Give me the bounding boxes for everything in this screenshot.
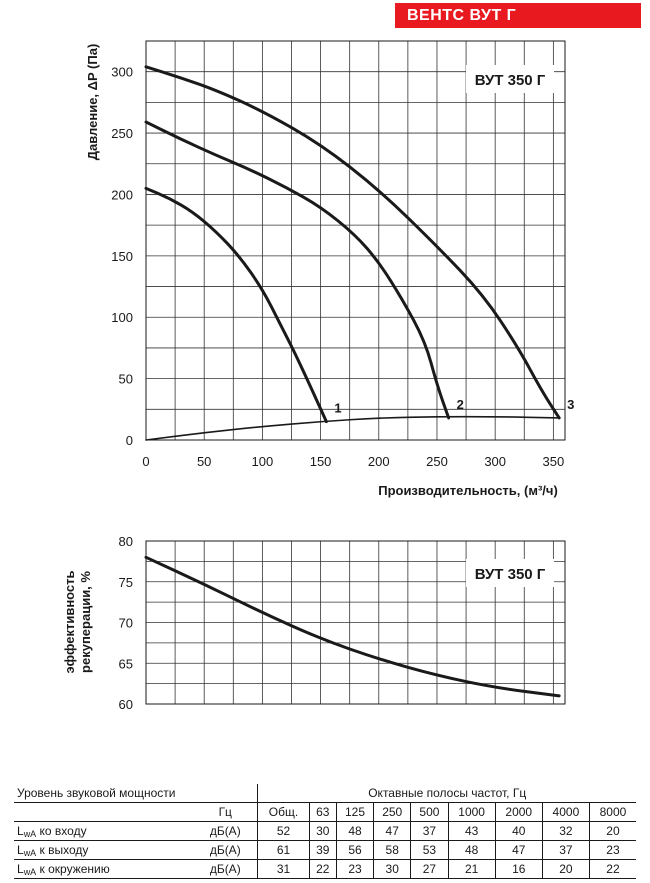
fan-curve-1 (144, 186, 328, 424)
band-4000: 4000 (541, 802, 590, 822)
model-label: ВУТ 350 Г (475, 72, 546, 89)
bands-header: Октавные полосы частот, Гц (257, 784, 636, 803)
x-axis-label: Производительность, (м³/ч) (378, 483, 558, 498)
x-tick-label: 0 (142, 454, 149, 469)
band-63: 63 (308, 802, 337, 822)
row-unit: дБ(А) (193, 859, 258, 879)
value-cell: 37 (410, 821, 449, 841)
value-cell: 39 (308, 840, 337, 860)
x-tick-label: 250 (426, 454, 448, 469)
y-tick-label: 0 (126, 433, 133, 448)
value-cell: 22 (308, 859, 337, 879)
value-cell: 23 (335, 859, 374, 879)
row-header: Уровень звуковой мощности (14, 784, 258, 803)
band-1000: 1000 (447, 802, 496, 822)
value-cell: 52 (257, 821, 310, 841)
x-tick-label: 200 (368, 454, 390, 469)
y-tick-label: 200 (111, 187, 133, 202)
model-label-box (466, 65, 554, 93)
y-tick-label: 100 (111, 310, 133, 325)
row-label: LwA ко входу (14, 821, 194, 841)
value-cell: 48 (447, 840, 496, 860)
curve-label-3: 3 (567, 397, 574, 412)
model-label-box-2 (466, 559, 554, 587)
y-tick-label: 50 (119, 372, 133, 387)
value-cell: 32 (541, 821, 590, 841)
efficiency-curve (144, 555, 561, 698)
efficiency-chart: 60 65 70 75 80 ВУТ 350 Г эффективностьрекупе… (62, 534, 566, 712)
row-label: LwA к выходу (14, 840, 194, 860)
x-tick-label: 350 (543, 454, 565, 469)
curve-label-2: 2 (457, 397, 464, 412)
value-cell: 47 (494, 840, 543, 860)
plot-frame (145, 540, 566, 705)
value-cell: 30 (373, 859, 411, 879)
value-cell: 27 (410, 859, 449, 879)
x-tick-label: 300 (484, 454, 506, 469)
value-cell: 20 (588, 821, 636, 841)
x-tick-label: 50 (197, 454, 211, 469)
y-tick-label: 150 (111, 249, 133, 264)
y-tick-label: 70 (119, 616, 133, 631)
value-cell: 40 (494, 821, 543, 841)
brand-badge: ВЕНТС ВУТ Г (395, 3, 641, 28)
value-cell: 31 (257, 859, 310, 879)
value-cell: 30 (308, 821, 337, 841)
x-tick-label: 100 (252, 454, 274, 469)
y-axis-label: Давление, ΔP (Па) (85, 44, 100, 161)
y-tick-label: 300 (111, 65, 133, 80)
band-2000: 2000 (494, 802, 543, 822)
y-axis-label-2: эффективностьрекуперации, % (62, 570, 93, 673)
curve-label-1: 1 (334, 401, 341, 416)
value-cell: 56 (335, 840, 374, 860)
value-cell: 48 (335, 821, 374, 841)
system-curve (145, 415, 560, 441)
plot-frame (145, 40, 566, 441)
y-tick-label: 65 (119, 656, 133, 671)
x-tick-label: 150 (310, 454, 332, 469)
band-250: 250 (373, 802, 411, 822)
fan-curve-2 (144, 120, 451, 420)
value-cell: 61 (257, 840, 310, 860)
band-500: 500 (410, 802, 449, 822)
value-cell: 43 (447, 821, 496, 841)
y-tick-label: 250 (111, 126, 133, 141)
pressure-chart: 0 50 100 150 200 250 300 350050100150200250300 … (85, 40, 574, 498)
value-cell: 23 (588, 840, 636, 860)
value-cell: 53 (410, 840, 449, 860)
band-Общ.: Общ. (257, 802, 310, 822)
value-cell: 58 (373, 840, 411, 860)
row-unit: дБ(А) (193, 840, 258, 860)
y-tick-label: 60 (119, 697, 133, 712)
value-cell: 16 (494, 859, 543, 879)
value-cell: 21 (447, 859, 496, 879)
value-cell: 20 (541, 859, 590, 879)
model-label-2: ВУТ 350 Г (475, 566, 546, 583)
unit-hz: Гц (193, 802, 258, 822)
row-label: LwA к окружению (14, 859, 194, 879)
value-cell: 37 (541, 840, 590, 860)
y-tick-label: 75 (119, 575, 133, 590)
value-cell: 22 (588, 859, 636, 879)
fan-curve-3 (144, 65, 561, 420)
empty-cell (14, 802, 194, 822)
row-unit: дБ(А) (193, 821, 258, 841)
value-cell: 47 (373, 821, 411, 841)
y-tick-label: 80 (119, 534, 133, 549)
band-125: 125 (335, 802, 374, 822)
band-8000: 8000 (588, 802, 636, 822)
sound-power-table: Уровень звуковой мощности Октавные полосы… (14, 784, 636, 879)
